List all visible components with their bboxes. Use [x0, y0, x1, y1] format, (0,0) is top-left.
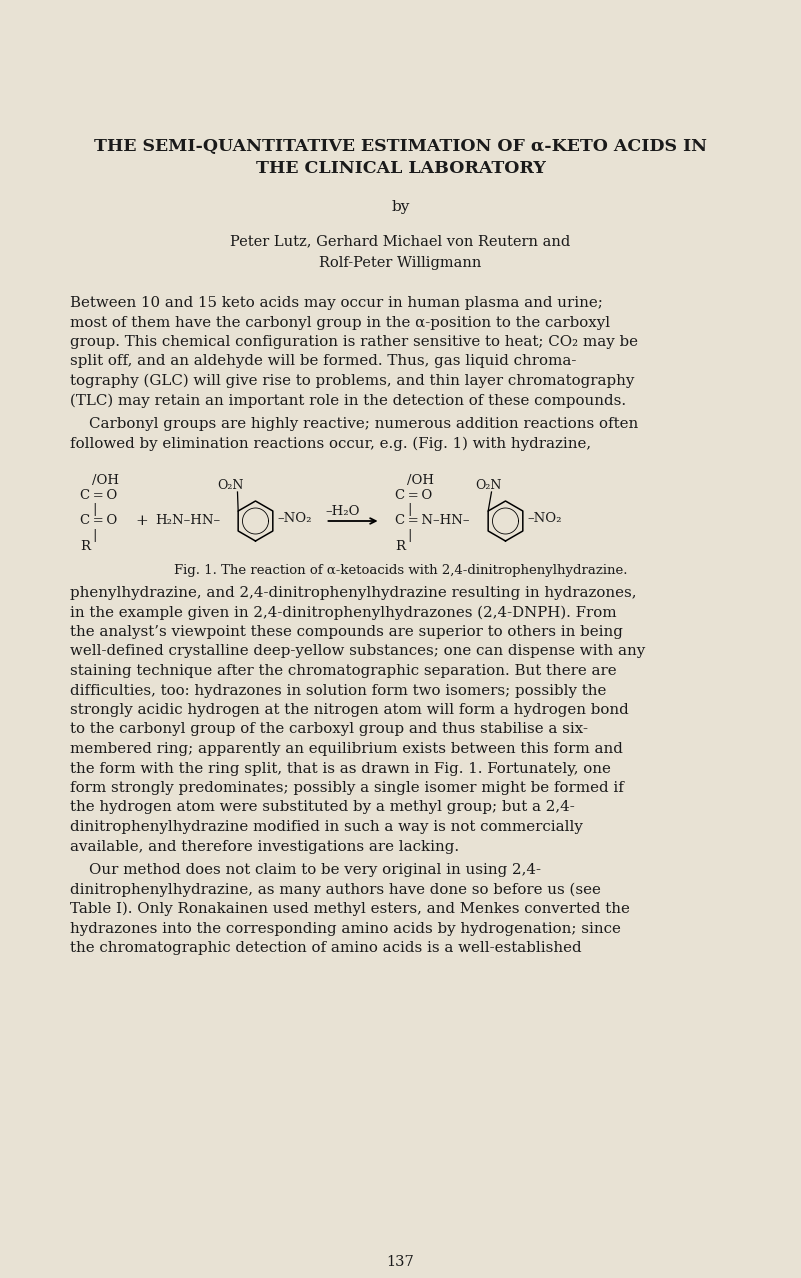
Text: strongly acidic hydrogen at the nitrogen atom will form a hydrogen bond: strongly acidic hydrogen at the nitrogen…	[70, 703, 630, 717]
Text: to the carbonyl group of the carboxyl group and thus stabilise a six-: to the carbonyl group of the carboxyl gr…	[70, 722, 589, 736]
Text: group. This chemical configuration is rather sensitive to heat; CO₂ may be: group. This chemical configuration is ra…	[70, 335, 638, 349]
Text: R: R	[396, 541, 405, 553]
Text: Carbonyl groups are highly reactive; numerous addition reactions often: Carbonyl groups are highly reactive; num…	[70, 417, 638, 431]
Text: form strongly predominates; possibly a single isomer might be formed if: form strongly predominates; possibly a s…	[70, 781, 624, 795]
Text: +: +	[135, 514, 148, 528]
Text: C = N–HN–: C = N–HN–	[396, 514, 470, 527]
Text: followed by elimination reactions occur, e.g. (Fig. 1) with hydrazine,: followed by elimination reactions occur,…	[70, 437, 592, 451]
Text: phenylhydrazine, and 2,4-dinitrophenylhydrazine resulting in hydrazones,: phenylhydrazine, and 2,4-dinitrophenylhy…	[70, 587, 637, 599]
Text: hydrazones into the corresponding amino acids by hydrogenation; since: hydrazones into the corresponding amino …	[70, 921, 622, 935]
Text: C = O: C = O	[396, 489, 433, 502]
Text: by: by	[392, 199, 409, 213]
Text: THE SEMI-QUANTITATIVE ESTIMATION OF α-KETO ACIDS IN: THE SEMI-QUANTITATIVE ESTIMATION OF α-KE…	[94, 138, 707, 155]
Text: Table I). Only Ronakainen used methyl esters, and Menkes converted the: Table I). Only Ronakainen used methyl es…	[70, 902, 630, 916]
Text: available, and therefore investigations are lacking.: available, and therefore investigations …	[70, 840, 460, 854]
Text: |: |	[408, 529, 412, 542]
Text: Peter Lutz, Gerhard Michael von Reutern and: Peter Lutz, Gerhard Michael von Reutern …	[231, 234, 570, 248]
Text: /OH: /OH	[92, 474, 119, 487]
Text: in the example given in 2,4-dinitrophenylhydrazones (2,4-DNPH). From: in the example given in 2,4-dinitropheny…	[70, 606, 617, 620]
Text: difficulties, too: hydrazones in solution form two isomers; possibly the: difficulties, too: hydrazones in solutio…	[70, 684, 607, 698]
Text: (TLC) may retain an important role in the detection of these compounds.: (TLC) may retain an important role in th…	[70, 394, 626, 408]
Text: C = O: C = O	[80, 514, 118, 527]
Text: the form with the ring split, that is as drawn in Fig. 1. Fortunately, one: the form with the ring split, that is as…	[70, 762, 611, 776]
Text: the hydrogen atom were substituted by a methyl group; but a 2,4-: the hydrogen atom were substituted by a …	[70, 800, 575, 814]
Text: |: |	[92, 504, 97, 516]
Text: Fig. 1. The reaction of α-ketoacids with 2,4-dinitrophenylhydrazine.: Fig. 1. The reaction of α-ketoacids with…	[174, 564, 627, 576]
Text: /OH: /OH	[408, 474, 434, 487]
Text: O₂N: O₂N	[218, 479, 244, 492]
Text: THE CLINICAL LABORATORY: THE CLINICAL LABORATORY	[256, 160, 545, 176]
Text: the analyst’s viewpoint these compounds are superior to others in being: the analyst’s viewpoint these compounds …	[70, 625, 623, 639]
Text: H₂N–HN–: H₂N–HN–	[155, 514, 220, 527]
Text: tography (GLC) will give rise to problems, and thin layer chromatography: tography (GLC) will give rise to problem…	[70, 374, 635, 389]
Text: C = O: C = O	[80, 489, 118, 502]
Text: dinitrophenylhydrazine modified in such a way is not commercially: dinitrophenylhydrazine modified in such …	[70, 820, 583, 835]
Text: Our method does not claim to be very original in using 2,4-: Our method does not claim to be very ori…	[70, 863, 541, 877]
Text: split off, and an aldehyde will be formed. Thus, gas liquid chroma-: split off, and an aldehyde will be forme…	[70, 354, 577, 368]
Text: –NO₂: –NO₂	[277, 512, 312, 525]
Text: 137: 137	[387, 1255, 414, 1269]
Text: |: |	[92, 529, 97, 542]
Text: –H₂O: –H₂O	[326, 505, 360, 518]
Text: –NO₂: –NO₂	[528, 512, 562, 525]
Text: the chromatographic detection of amino acids is a well-established: the chromatographic detection of amino a…	[70, 941, 582, 955]
Text: membered ring; apparently an equilibrium exists between this form and: membered ring; apparently an equilibrium…	[70, 743, 623, 757]
Text: dinitrophenylhydrazine, as many authors have done so before us (see: dinitrophenylhydrazine, as many authors …	[70, 883, 602, 897]
Text: R: R	[80, 541, 91, 553]
Text: O₂N: O₂N	[476, 479, 502, 492]
Text: Rolf-Peter Willigmann: Rolf-Peter Willigmann	[320, 256, 481, 270]
Text: |: |	[408, 504, 412, 516]
Text: Between 10 and 15 keto acids may occur in human plasma and urine;: Between 10 and 15 keto acids may occur i…	[70, 296, 603, 311]
Text: well-defined crystalline deep-yellow substances; one can dispense with any: well-defined crystalline deep-yellow sub…	[70, 644, 646, 658]
Text: most of them have the carbonyl group in the α-position to the carboxyl: most of them have the carbonyl group in …	[70, 316, 610, 330]
Text: staining technique after the chromatographic separation. But there are: staining technique after the chromatogra…	[70, 665, 617, 679]
